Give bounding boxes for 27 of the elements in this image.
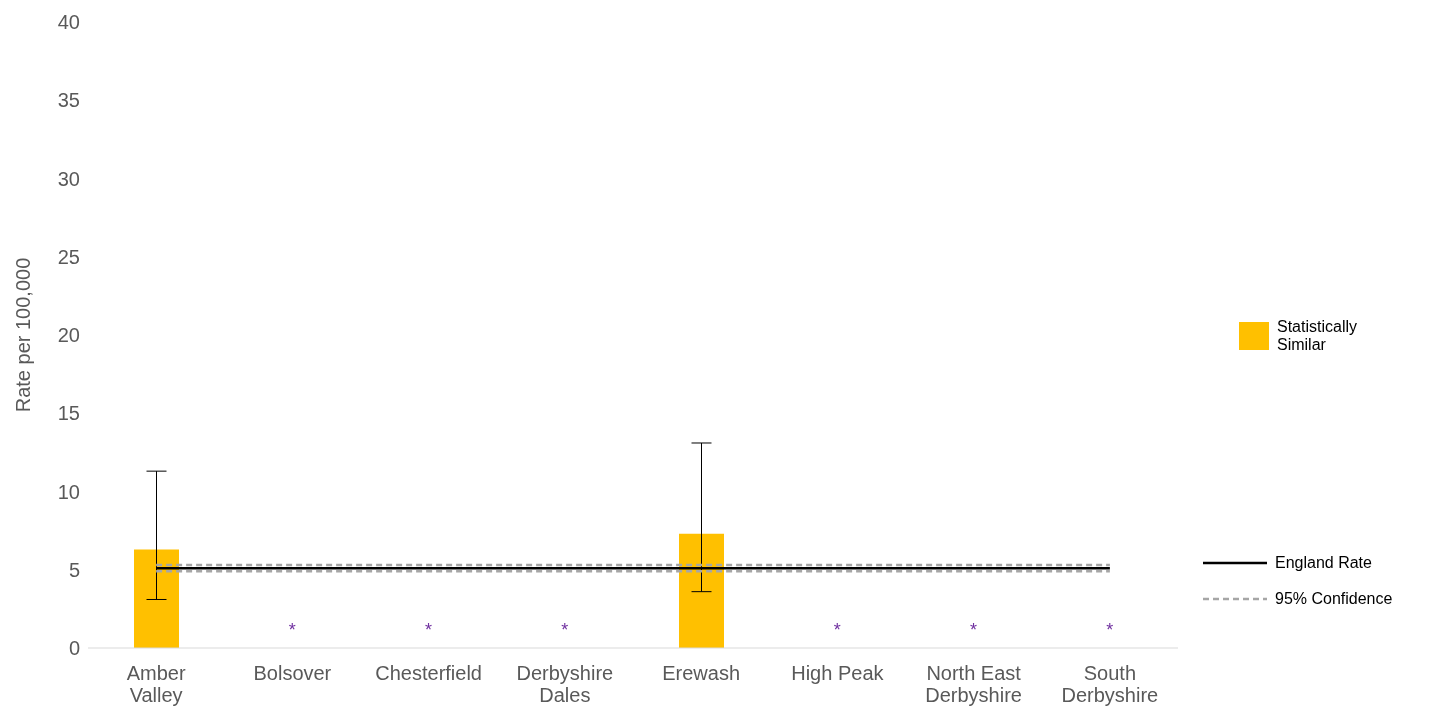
y-tick-label: 35 xyxy=(57,89,80,112)
x-tick-label: Bolsover xyxy=(253,662,332,684)
annotation: * xyxy=(561,620,569,640)
y-tick-label: 40 xyxy=(57,11,80,34)
annotation: * xyxy=(970,620,978,640)
x-tick-label: Derbyshire Dales xyxy=(516,662,614,706)
y-tick-label: 0 xyxy=(68,637,80,660)
y-axis-title: Rate per 100,000 xyxy=(12,257,35,413)
x-tick-label: North East Derbyshire xyxy=(925,662,1022,706)
legend-label: England Rate xyxy=(1275,554,1373,572)
annotation: * xyxy=(833,620,841,640)
x-tick-label: Chesterfield xyxy=(375,662,482,684)
x-tick-label: Erewash xyxy=(662,662,741,684)
annotation: * xyxy=(288,620,296,640)
y-tick-label: 5 xyxy=(68,558,80,581)
x-tick-label: South Derbyshire xyxy=(1061,662,1159,706)
x-tick-label: Amber Valley xyxy=(126,662,186,706)
y-tick-label: 10 xyxy=(57,480,80,503)
annotation: * xyxy=(425,620,433,640)
x-tick-label: High Peak xyxy=(791,662,885,684)
legend-label: 95% Confidence xyxy=(1275,590,1394,608)
legend-label: Statistically Similar xyxy=(1277,318,1359,354)
y-tick-label: 30 xyxy=(57,167,80,190)
y-tick-label: 25 xyxy=(57,245,80,268)
y-tick-label: 20 xyxy=(57,324,80,347)
y-tick-label: 15 xyxy=(57,402,80,425)
annotation: * xyxy=(1106,620,1114,640)
